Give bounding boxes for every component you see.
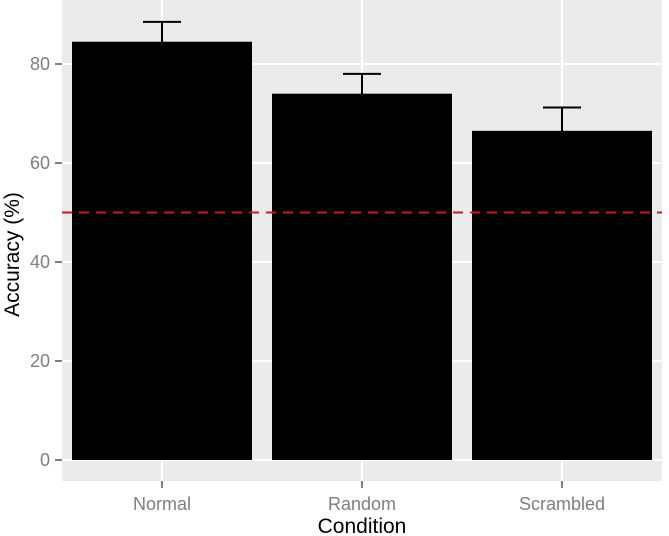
y-axis-ticks: 0 20 40 60 80 [30,54,62,470]
y-tick-label: 80 [30,54,50,74]
x-tick-label: Normal [133,494,191,514]
error-bar-scrambled [543,106,581,155]
error-bar-normal [143,20,181,62]
y-tick-label: 20 [30,351,50,371]
x-axis-ticks: Normal Random Scrambled [133,481,605,514]
bar-normal [72,41,252,460]
x-tick-label: Scrambled [519,494,605,514]
y-axis-title: Accuracy (%) [1,192,24,317]
error-bars [143,20,581,155]
bar-random [272,93,452,460]
error-bar-random [343,72,381,114]
y-tick-label: 40 [30,252,50,272]
x-axis-title: Condition [318,515,407,536]
y-tick-label: 0 [40,450,50,470]
x-tick-label: Random [328,494,396,514]
bars [72,41,652,460]
bar-scrambled [472,130,652,460]
y-tick-label: 60 [30,153,50,173]
